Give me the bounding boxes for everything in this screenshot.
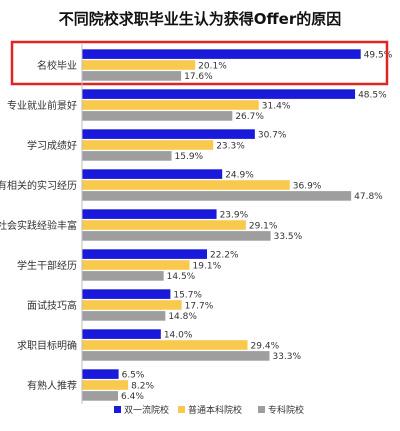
data-label: 17.7%	[185, 301, 214, 311]
legend: 双一流院校 普通本科院校 专科院校	[114, 404, 304, 416]
category-group-1: 专业就业前景好 48.5% 31.4%26.7%	[7, 89, 387, 122]
legend-label-0: 双一流院校	[124, 404, 169, 416]
bar-3-0	[82, 169, 223, 179]
category-label: 有熟人推荐	[27, 379, 77, 392]
bar-3-2	[82, 191, 352, 201]
category-label: 面试技巧高	[27, 299, 77, 312]
data-label: 14.0%	[164, 330, 193, 340]
bar-6-2	[82, 311, 166, 321]
bar-3-1	[82, 180, 290, 190]
category-group-6: 面试技巧高 15.7%17.7%14.8%	[27, 289, 214, 322]
bar-4-2	[82, 231, 271, 241]
legend-swatch-0	[114, 406, 121, 413]
bar-7-0	[82, 329, 161, 339]
bar-2-0	[82, 129, 255, 139]
category-label: 名校毕业	[37, 59, 77, 72]
category-group-7: 求职目标明确 14.0% 29.4%33.3%	[17, 329, 302, 362]
data-label: 33.3%	[272, 352, 301, 362]
data-label: 31.4%	[262, 101, 291, 111]
category-group-8: 有熟人推荐 6.5%8.2%6.4%	[27, 369, 154, 402]
bar-1-1	[82, 100, 259, 110]
data-label: 48.5%	[358, 90, 387, 100]
data-label: 29.4%	[251, 341, 280, 351]
bar-5-1	[82, 260, 190, 270]
plot-area: 名校毕业 49.5% 20.1%17.6% 专业就业前景好 48.5% 31.4%26.7…	[0, 40, 393, 404]
category-label: 学生干部经历	[17, 259, 77, 272]
legend-swatch-1	[178, 406, 185, 413]
bar-8-2	[82, 391, 119, 401]
data-label: 49.5%	[364, 50, 393, 60]
legend-label-2: 专科院校	[268, 404, 304, 416]
data-label: 22.2%	[210, 250, 239, 260]
category-group-0: 名校毕业 49.5% 20.1%17.6%	[10, 40, 393, 86]
bar-7-2	[82, 351, 270, 361]
category-label: 学习成绩好	[27, 139, 77, 152]
highlight-box	[10, 40, 389, 86]
category-group-5: 学生干部经历 22.2%19.1%14.5%	[17, 249, 239, 282]
data-label: 14.8%	[168, 312, 197, 322]
category-group-3: 有相关的实习经历 24.9% 36.9% 47.8%	[0, 169, 383, 202]
data-label: 8.2%	[131, 381, 154, 391]
data-label: 36.9%	[293, 181, 322, 191]
data-label: 30.7%	[258, 130, 287, 140]
bar-2-2	[82, 151, 172, 161]
data-label: 14.5%	[167, 272, 196, 282]
data-label: 6.4%	[121, 392, 144, 402]
bar-8-0	[82, 369, 119, 379]
data-label: 33.5%	[274, 232, 303, 242]
bar-0-1	[82, 60, 196, 70]
category-label: 有相关的实习经历	[0, 179, 77, 192]
category-label: 专业就业前景好	[7, 99, 77, 112]
bar-5-0	[82, 249, 207, 259]
bar-4-1	[82, 220, 246, 230]
bar-6-0	[82, 289, 171, 299]
bar-6-1	[82, 300, 182, 310]
bar-2-1	[82, 140, 214, 150]
data-label: 26.7%	[235, 112, 264, 122]
bar-4-0	[82, 209, 217, 219]
category-group-2: 学习成绩好 30.7% 23.3% 15.9%	[27, 129, 287, 162]
data-label: 29.1%	[249, 221, 278, 231]
category-label: 社会实践经验丰富	[0, 219, 77, 232]
bar-1-0	[82, 89, 356, 99]
chart-title: 不同院校求职毕业生认为获得Offer的原因	[59, 10, 341, 28]
category-label: 求职目标明确	[17, 339, 77, 352]
data-label: 23.3%	[216, 141, 245, 151]
data-label: 6.5%	[122, 370, 145, 380]
data-label: 17.6%	[184, 72, 213, 82]
data-label: 20.1%	[198, 61, 227, 71]
data-label: 23.9%	[220, 210, 249, 220]
legend-label-1: 普通本科院校	[188, 404, 242, 416]
data-label: 15.7%	[173, 290, 202, 300]
legend-swatch-2	[258, 406, 265, 413]
bar-0-2	[82, 71, 182, 81]
bar-8-1	[82, 380, 129, 390]
bar-0-0	[82, 49, 361, 59]
bar-1-2	[82, 111, 233, 121]
bar-7-1	[82, 340, 248, 350]
category-group-4: 社会实践经验丰富 23.9%29.1%33.5%	[0, 209, 303, 242]
data-label: 24.9%	[225, 170, 254, 180]
data-label: 47.8%	[354, 192, 383, 202]
bar-5-2	[82, 271, 164, 281]
data-label: 15.9%	[175, 152, 204, 162]
data-label: 19.1%	[193, 261, 222, 271]
